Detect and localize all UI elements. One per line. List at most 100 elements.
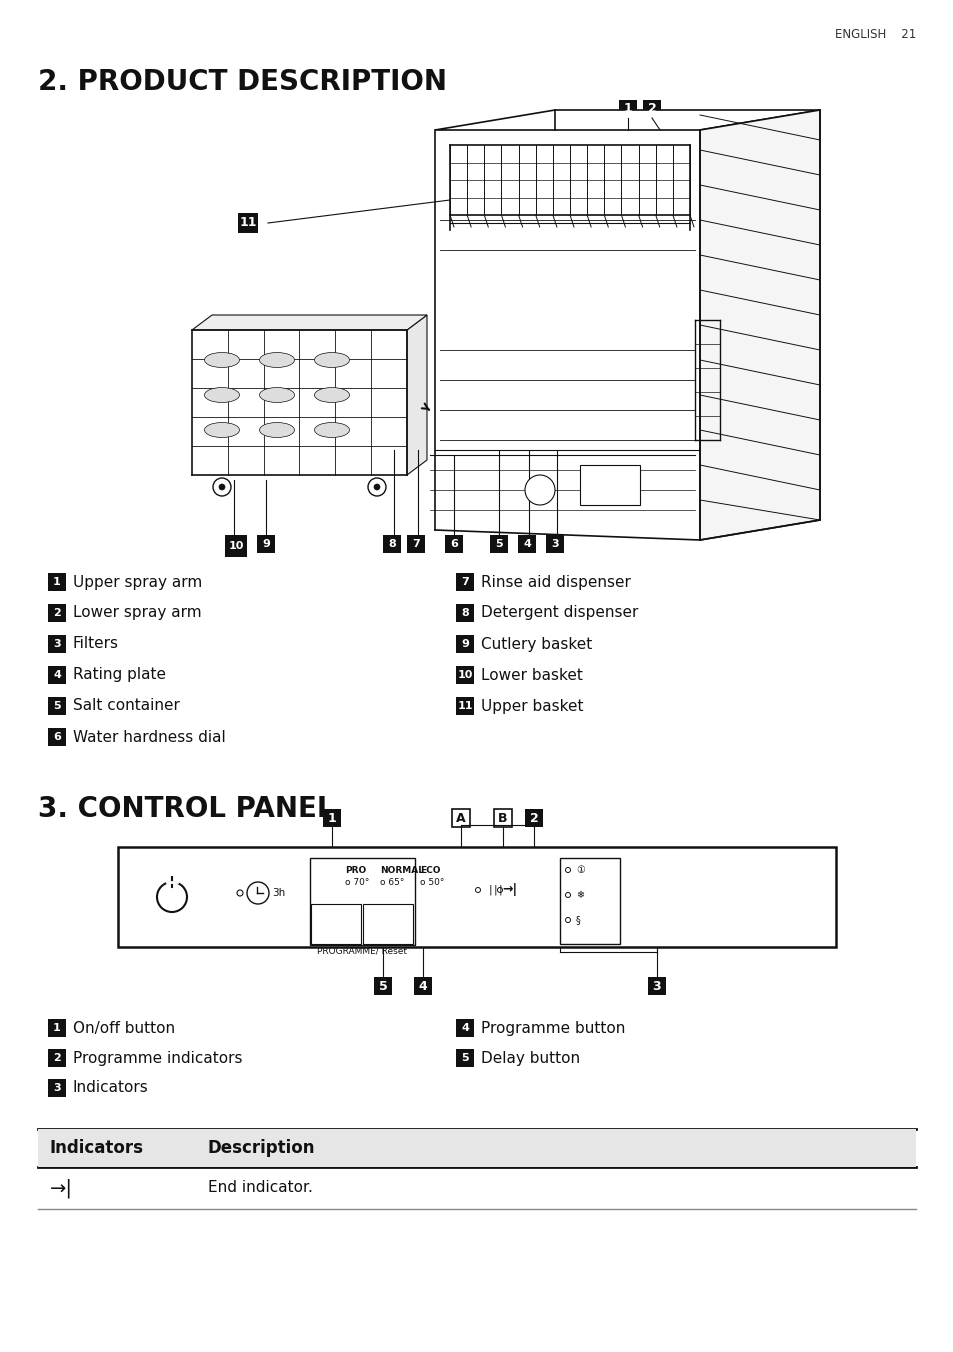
Bar: [456, 698, 474, 715]
Ellipse shape: [204, 353, 239, 368]
Text: o 50°: o 50°: [419, 877, 444, 887]
Bar: [452, 808, 470, 827]
Text: Rinse aid dispenser: Rinse aid dispenser: [480, 575, 630, 589]
Ellipse shape: [259, 353, 294, 368]
Circle shape: [247, 882, 269, 904]
Text: Rating plate: Rating plate: [73, 668, 166, 683]
Bar: [382, 535, 400, 553]
Bar: [48, 667, 66, 684]
Bar: [311, 904, 360, 944]
Text: ①: ①: [576, 865, 584, 875]
Text: Description: Description: [208, 1138, 315, 1157]
Text: 5: 5: [460, 1053, 468, 1063]
Text: →|: →|: [50, 1178, 73, 1198]
Bar: [545, 535, 563, 553]
Text: Upper spray arm: Upper spray arm: [73, 575, 202, 589]
Bar: [48, 1079, 66, 1096]
Text: Indicators: Indicators: [50, 1138, 144, 1157]
Text: 2: 2: [53, 608, 61, 618]
Text: 3h: 3h: [272, 888, 285, 898]
Text: Cutlery basket: Cutlery basket: [480, 637, 592, 652]
Text: |: |: [497, 884, 501, 895]
Bar: [310, 859, 415, 945]
Text: |: |: [488, 884, 492, 895]
Bar: [456, 1019, 474, 1037]
Text: 11: 11: [456, 700, 473, 711]
Text: Programme indicators: Programme indicators: [73, 1051, 242, 1065]
Text: 5: 5: [495, 539, 502, 549]
Text: Indicators: Indicators: [73, 1080, 149, 1095]
Circle shape: [565, 918, 570, 922]
Circle shape: [524, 475, 555, 506]
Text: 3. CONTROL PANEL: 3. CONTROL PANEL: [38, 795, 335, 823]
Text: 5: 5: [53, 700, 61, 711]
Ellipse shape: [204, 388, 239, 403]
Text: NORMAL: NORMAL: [379, 867, 423, 875]
Bar: [524, 808, 542, 827]
Text: PROGRAMME/ Reset: PROGRAMME/ Reset: [316, 946, 407, 955]
Text: Delay button: Delay button: [480, 1051, 579, 1065]
Circle shape: [565, 892, 570, 898]
Text: ENGLISH    21: ENGLISH 21: [834, 28, 915, 41]
Bar: [494, 808, 512, 827]
Text: 2: 2: [53, 1053, 61, 1063]
Bar: [559, 859, 619, 944]
Text: Filters: Filters: [73, 637, 119, 652]
Bar: [48, 635, 66, 653]
Circle shape: [497, 887, 502, 892]
Text: 1: 1: [327, 811, 336, 825]
Text: o 65°: o 65°: [379, 877, 404, 887]
Text: 2: 2: [647, 103, 656, 115]
Bar: [517, 535, 536, 553]
Bar: [456, 573, 474, 591]
Text: On/off button: On/off button: [73, 1021, 175, 1036]
Text: PRO: PRO: [345, 867, 366, 875]
Bar: [48, 727, 66, 746]
Text: Water hardness dial: Water hardness dial: [73, 730, 226, 745]
Text: 8: 8: [388, 539, 395, 549]
Text: 2: 2: [529, 811, 537, 825]
Bar: [618, 100, 637, 118]
Text: 2. PRODUCT DESCRIPTION: 2. PRODUCT DESCRIPTION: [38, 68, 447, 96]
Text: 3: 3: [53, 1083, 61, 1092]
Bar: [456, 635, 474, 653]
Bar: [363, 904, 413, 944]
Bar: [414, 977, 432, 995]
Circle shape: [475, 887, 480, 892]
Text: 3: 3: [53, 639, 61, 649]
Text: 9: 9: [460, 639, 469, 649]
Text: Upper basket: Upper basket: [480, 699, 583, 714]
Text: Detergent dispenser: Detergent dispenser: [480, 606, 638, 621]
Bar: [225, 535, 247, 557]
Bar: [490, 535, 507, 553]
Text: Programme button: Programme button: [480, 1021, 625, 1036]
Bar: [456, 1049, 474, 1067]
Text: ❄: ❄: [576, 890, 583, 900]
Text: 3: 3: [551, 539, 558, 549]
Text: 7: 7: [412, 539, 419, 549]
Text: 1: 1: [623, 103, 632, 115]
Polygon shape: [435, 110, 820, 130]
Text: →|: →|: [502, 883, 517, 896]
Bar: [48, 1019, 66, 1037]
Circle shape: [236, 890, 243, 896]
Bar: [237, 214, 257, 233]
Text: 3: 3: [652, 979, 660, 992]
Bar: [456, 604, 474, 622]
Circle shape: [213, 479, 231, 496]
Polygon shape: [700, 110, 820, 539]
Circle shape: [565, 868, 570, 872]
Polygon shape: [407, 315, 427, 475]
Text: 1: 1: [53, 577, 61, 587]
Ellipse shape: [314, 353, 349, 368]
Text: o 70°: o 70°: [345, 877, 369, 887]
Circle shape: [368, 479, 386, 496]
Text: |: |: [493, 884, 497, 895]
Text: 7: 7: [460, 577, 468, 587]
Bar: [647, 977, 665, 995]
Text: B: B: [497, 811, 507, 825]
Bar: [48, 698, 66, 715]
Text: 6: 6: [450, 539, 457, 549]
Bar: [38, 1129, 915, 1167]
Text: 9: 9: [262, 539, 270, 549]
